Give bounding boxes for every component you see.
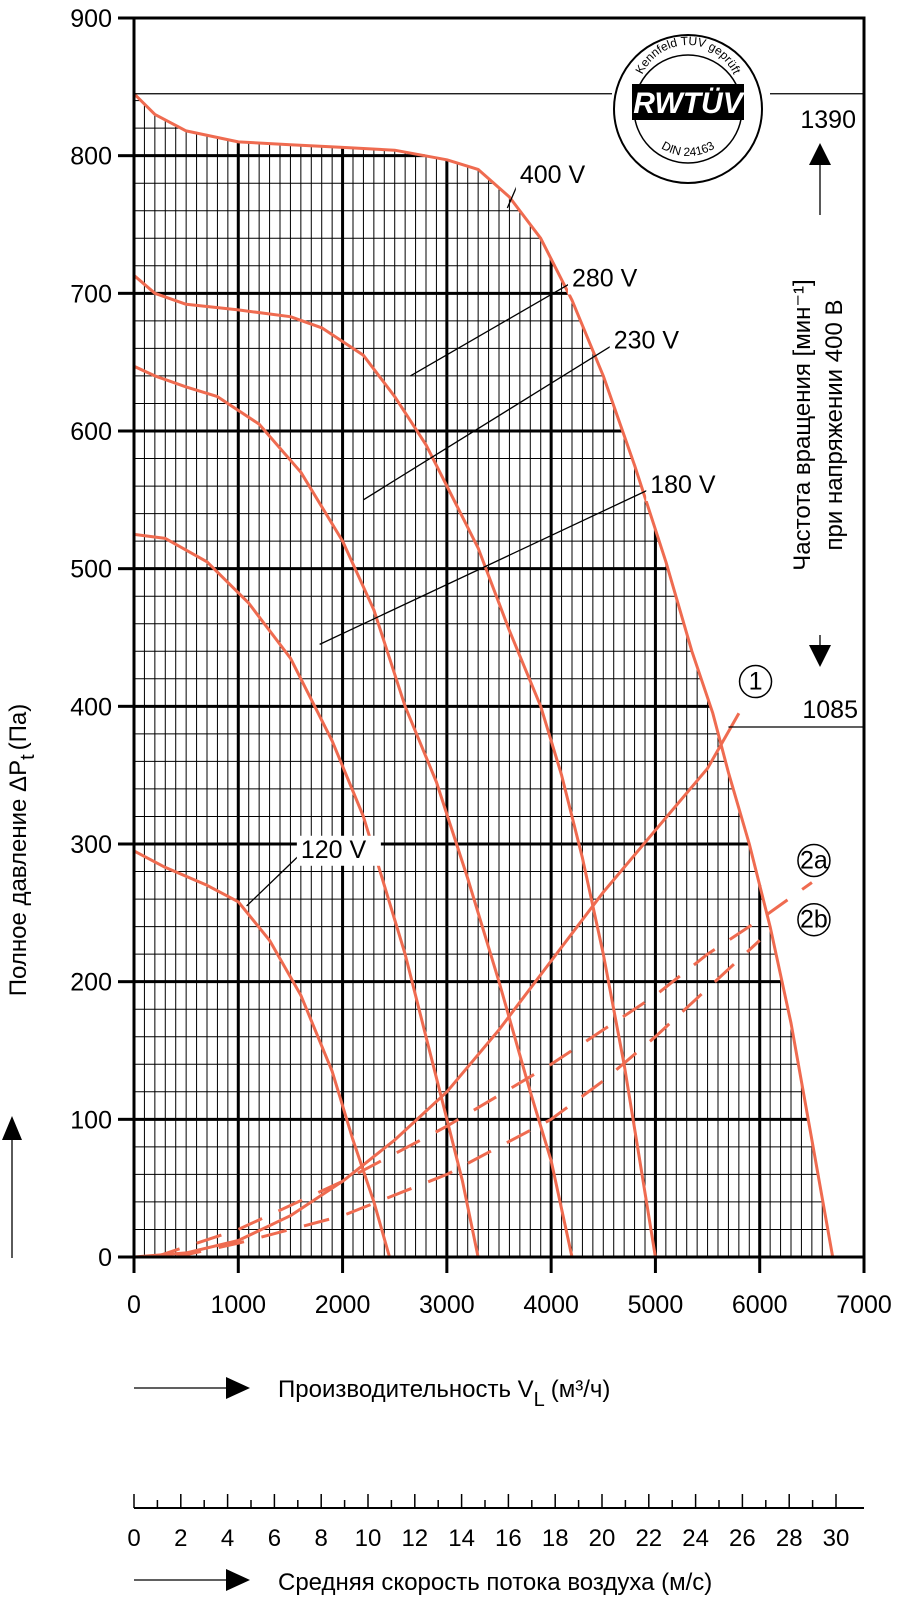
- axes: 0 100 200 300 400 500 600 700 800 900 0 1000 2000 300…: [70, 5, 892, 1319]
- x-axis-arrow: [134, 1377, 250, 1399]
- rpm-bottom-label: 1085: [802, 696, 858, 724]
- curve-label-180v: 180 V: [650, 471, 716, 499]
- x2-tick-label: 6: [268, 1525, 281, 1552]
- x-tick-label: 5000: [628, 1291, 684, 1319]
- x2-tick-label: 16: [495, 1525, 522, 1552]
- x-tick-label: 6000: [732, 1291, 788, 1319]
- x2-tick-label: 22: [635, 1525, 662, 1552]
- x2-tick-label: 0: [127, 1525, 140, 1552]
- major-grid: [134, 141, 809, 1257]
- x2-tick-label: 14: [448, 1525, 475, 1552]
- x-tick-label: 3000: [419, 1291, 475, 1319]
- curve-label-120v: 120 V: [301, 836, 367, 864]
- rwtuv-seal: RWTÜV Kennfeld TÜV geprüft DIN 24163: [612, 34, 770, 184]
- y-axis-label: Полное давление ΔPt(Па): [5, 704, 39, 996]
- curves-group: [134, 92, 835, 1257]
- y-tick-label: 400: [70, 693, 112, 721]
- x2-tick-label: 18: [542, 1525, 569, 1552]
- x2-tick-label: 28: [776, 1525, 803, 1552]
- velocity-axis: 0 2 4 6 8 10 12 14 16 18 20 22 24 26 28 30: [127, 1494, 864, 1552]
- x2-tick-label: 8: [315, 1525, 328, 1552]
- curve-230v: [134, 364, 574, 1257]
- curve-label-bg: [568, 264, 652, 295]
- right-axis-label-line1: Частота вращения [мин⁻¹]: [789, 279, 816, 570]
- curve-label-bg: [646, 470, 731, 501]
- x2-axis-label: Средняя скорость потока воздуха (м/с): [278, 1569, 712, 1596]
- curve-label-280v: 280 V: [572, 264, 638, 292]
- right-axis-label-line2: при напряжении 400 В: [821, 300, 848, 551]
- curve-label-230v: 230 V: [614, 326, 680, 354]
- y-tick-label: 500: [70, 556, 112, 584]
- x2-tick-label: 2: [174, 1525, 187, 1552]
- leader-230v: [363, 343, 615, 501]
- x2-tick-label: 4: [221, 1525, 234, 1552]
- leader-280v: [410, 281, 573, 377]
- curve-280v: [134, 274, 657, 1257]
- x2-tick-label: 26: [729, 1525, 756, 1552]
- leader-120v: [246, 853, 302, 907]
- y-axis-arrow: [2, 1116, 22, 1258]
- curve-400v: [134, 92, 835, 1257]
- curve-label-bg: [609, 326, 694, 357]
- curve-label-bg: [296, 835, 381, 866]
- x-tick-label: 1000: [210, 1291, 266, 1319]
- plot-frame: [132, 16, 866, 1259]
- curve-marker-label-1: 1: [749, 668, 763, 696]
- y-tick-label: 200: [70, 969, 112, 997]
- curve-marker-1: [738, 664, 773, 699]
- curve-1: [134, 712, 741, 1257]
- x2-tick-label: 10: [355, 1525, 382, 1552]
- x2-tick-label: 12: [401, 1525, 428, 1552]
- svg-text:RWTÜV: RWTÜV: [633, 87, 745, 120]
- curve-label-400v: 400 V: [520, 161, 586, 189]
- curve-labels: 400 V 280 V 230 V 180 V 120 V 1 2a 2b: [296, 161, 831, 937]
- y-tick-label: 700: [70, 280, 112, 308]
- svg-text:DIN 24163: DIN 24163: [659, 138, 717, 159]
- curve-180v: [134, 532, 480, 1257]
- y-tick-label: 100: [70, 1106, 112, 1134]
- x-tick-label: 0: [127, 1291, 141, 1319]
- x2-tick-label: 30: [823, 1525, 850, 1552]
- x-tick-label: 7000: [836, 1291, 892, 1319]
- curve-120v: [134, 849, 391, 1257]
- curve-marker-label-2a: 2a: [800, 847, 828, 875]
- rpm-top-label: 1390: [800, 106, 856, 134]
- curve-marker-2b: [797, 902, 831, 937]
- x2-axis-arrow: [134, 1569, 250, 1591]
- leader-180v: [319, 488, 651, 645]
- y-tick-label: 800: [70, 143, 112, 171]
- curve-label-bg: [515, 161, 600, 192]
- curve-marker-2a: [797, 843, 831, 878]
- y-tick-label: 900: [70, 5, 112, 33]
- curve-marker-label-2b: 2b: [800, 906, 828, 934]
- x2-tick-label: 20: [589, 1525, 616, 1552]
- x-tick-label: 4000: [523, 1291, 579, 1319]
- y-tick-label: 0: [98, 1244, 112, 1272]
- leader-lines: [246, 178, 651, 907]
- curve-2a: [154, 881, 813, 1257]
- x-tick-label: 2000: [315, 1291, 371, 1319]
- curve-2b: [175, 939, 761, 1257]
- y-tick-label: 300: [70, 831, 112, 859]
- x-axis-label: Производительность VL (м³/ч): [278, 1376, 610, 1411]
- x2-tick-label: 24: [682, 1525, 709, 1552]
- y-tick-label: 600: [70, 418, 112, 446]
